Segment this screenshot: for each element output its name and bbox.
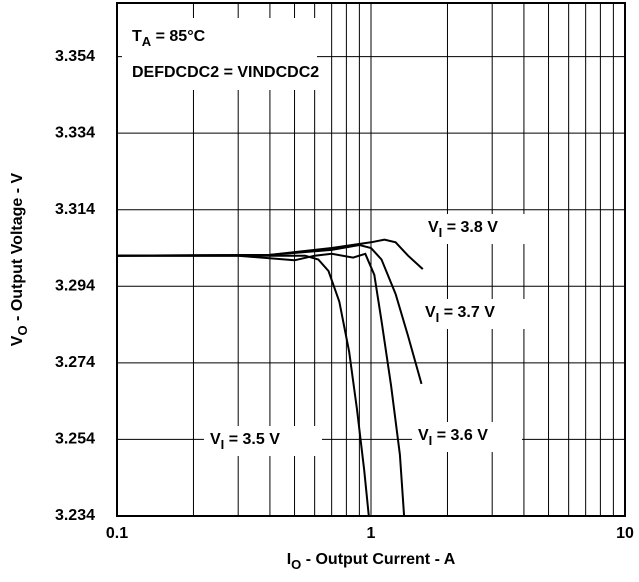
x-axis-label: IO - Output Current - A	[287, 551, 456, 572]
series-line	[117, 252, 406, 517]
x-tick-label: 10	[616, 525, 634, 542]
label-background	[412, 422, 522, 452]
title-background	[122, 18, 317, 90]
y-tick-label: 3.274	[55, 354, 95, 371]
x-tick-label: 1	[367, 525, 376, 542]
y-tick-label: 3.354	[55, 48, 95, 65]
label-background	[419, 299, 529, 329]
y-tick-label: 3.234	[55, 507, 95, 524]
y-tick-label: 3.334	[55, 124, 95, 141]
chart-title: DEFDCDC2 = VINDCDC2	[132, 64, 319, 81]
series-label: VI = 3.5 V	[210, 431, 280, 452]
series-label: VI = 3.6 V	[418, 427, 488, 448]
y-tick-label: 3.314	[55, 201, 95, 218]
label-background	[204, 426, 322, 456]
chart-title: TA = 85°C	[132, 28, 206, 49]
y-tick-label: 3.254	[55, 431, 95, 448]
y-axis-label: VO - Output Voltage - V	[9, 172, 30, 346]
series-line	[116, 243, 423, 385]
series-label: VI = 3.7 V	[425, 304, 495, 325]
series-line	[117, 254, 370, 517]
plot-frame	[116, 2, 626, 517]
label-background	[422, 214, 532, 244]
x-tick-label: 0.1	[106, 525, 128, 542]
y-tick-label: 3.294	[55, 278, 95, 295]
series-label: VI = 3.8 V	[428, 219, 498, 240]
